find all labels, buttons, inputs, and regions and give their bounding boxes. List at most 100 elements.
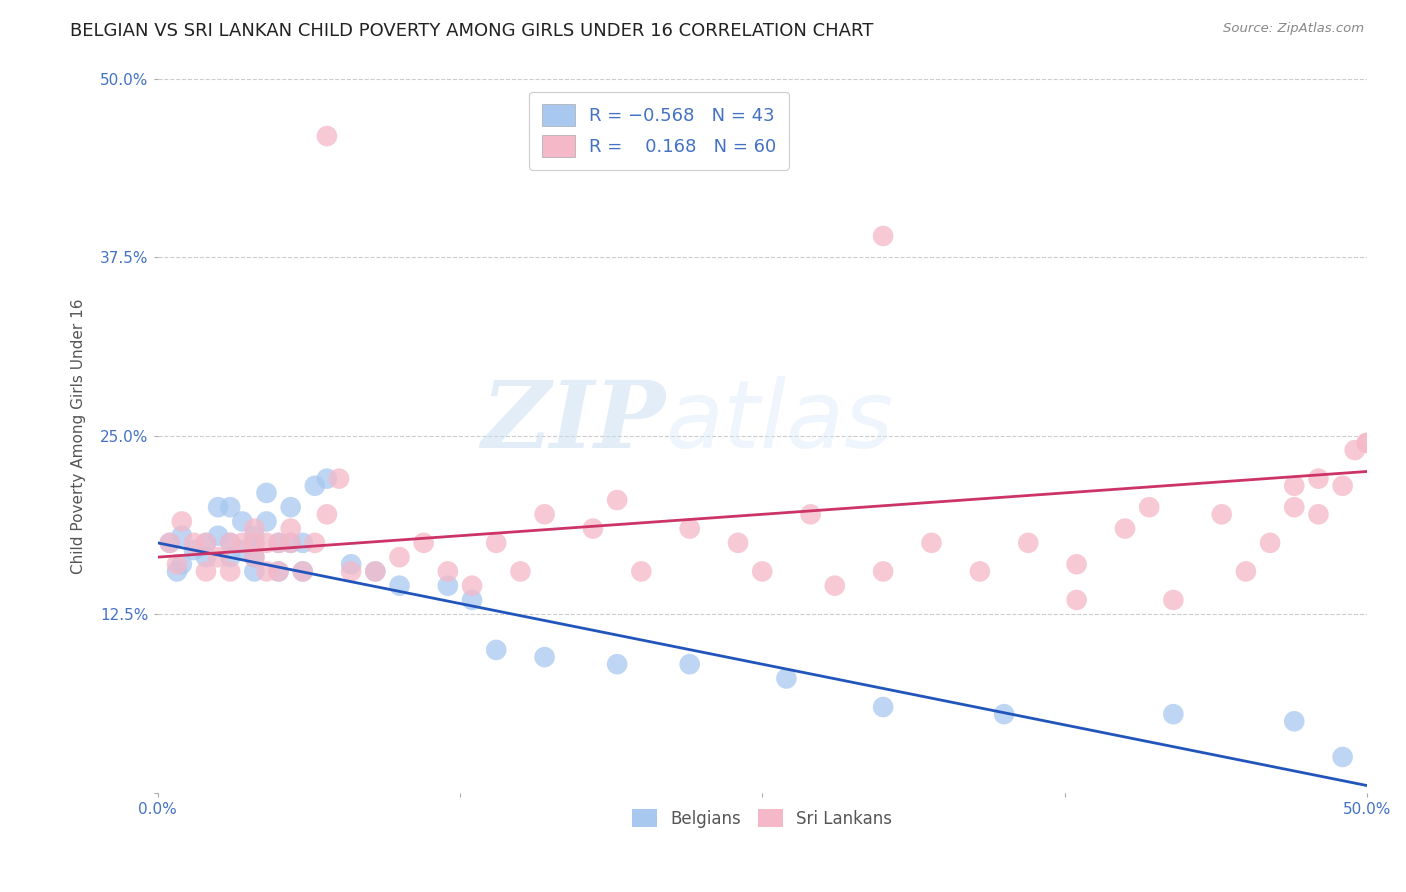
Point bbox=[679, 522, 702, 536]
Point bbox=[207, 550, 229, 565]
Point bbox=[219, 500, 242, 515]
Point bbox=[256, 565, 278, 579]
Point bbox=[243, 536, 266, 550]
Point bbox=[316, 472, 339, 486]
Point bbox=[1331, 479, 1354, 493]
Point bbox=[921, 536, 943, 550]
Point bbox=[1211, 508, 1233, 522]
Point bbox=[291, 565, 314, 579]
Point bbox=[159, 536, 181, 550]
Point bbox=[243, 529, 266, 543]
Point bbox=[231, 515, 253, 529]
Point bbox=[437, 565, 460, 579]
Point bbox=[485, 536, 508, 550]
Point bbox=[800, 508, 823, 522]
Point bbox=[388, 579, 411, 593]
Point bbox=[364, 565, 387, 579]
Point bbox=[183, 536, 205, 550]
Point bbox=[170, 529, 193, 543]
Point bbox=[1163, 593, 1185, 607]
Legend: Belgians, Sri Lankans: Belgians, Sri Lankans bbox=[626, 803, 898, 834]
Point bbox=[872, 229, 894, 244]
Point bbox=[1344, 443, 1367, 458]
Point bbox=[231, 536, 253, 550]
Point bbox=[388, 550, 411, 565]
Point bbox=[243, 550, 266, 565]
Point bbox=[219, 536, 242, 550]
Point bbox=[316, 508, 339, 522]
Point bbox=[267, 536, 290, 550]
Point bbox=[340, 558, 363, 572]
Point bbox=[195, 550, 218, 565]
Point bbox=[969, 565, 991, 579]
Point bbox=[727, 536, 749, 550]
Point bbox=[267, 565, 290, 579]
Point bbox=[1163, 707, 1185, 722]
Point bbox=[485, 643, 508, 657]
Y-axis label: Child Poverty Among Girls Under 16: Child Poverty Among Girls Under 16 bbox=[72, 298, 86, 574]
Point bbox=[207, 529, 229, 543]
Point bbox=[166, 565, 188, 579]
Point bbox=[183, 543, 205, 558]
Point bbox=[824, 579, 846, 593]
Point bbox=[606, 657, 628, 672]
Point bbox=[304, 536, 326, 550]
Point bbox=[1331, 750, 1354, 764]
Point bbox=[1234, 565, 1257, 579]
Point bbox=[256, 486, 278, 500]
Point bbox=[170, 558, 193, 572]
Point bbox=[364, 565, 387, 579]
Point bbox=[231, 543, 253, 558]
Point bbox=[1258, 536, 1281, 550]
Point bbox=[1308, 508, 1330, 522]
Point bbox=[1137, 500, 1160, 515]
Text: ZIP: ZIP bbox=[481, 376, 665, 467]
Text: Source: ZipAtlas.com: Source: ZipAtlas.com bbox=[1223, 22, 1364, 36]
Point bbox=[1284, 500, 1306, 515]
Point bbox=[316, 129, 339, 144]
Point bbox=[304, 479, 326, 493]
Point bbox=[509, 565, 531, 579]
Point bbox=[533, 508, 555, 522]
Point bbox=[243, 536, 266, 550]
Point bbox=[243, 565, 266, 579]
Point bbox=[1066, 558, 1088, 572]
Point bbox=[872, 565, 894, 579]
Point bbox=[461, 579, 484, 593]
Point bbox=[166, 558, 188, 572]
Point bbox=[256, 515, 278, 529]
Point bbox=[280, 536, 302, 550]
Point bbox=[291, 536, 314, 550]
Point bbox=[1066, 593, 1088, 607]
Point bbox=[1284, 714, 1306, 729]
Point bbox=[170, 515, 193, 529]
Point bbox=[195, 536, 218, 550]
Point bbox=[340, 565, 363, 579]
Point bbox=[533, 650, 555, 665]
Point bbox=[328, 472, 350, 486]
Point bbox=[280, 536, 302, 550]
Point bbox=[256, 536, 278, 550]
Point bbox=[1355, 436, 1378, 450]
Point bbox=[280, 500, 302, 515]
Point bbox=[219, 565, 242, 579]
Point bbox=[243, 522, 266, 536]
Point bbox=[606, 493, 628, 508]
Text: atlas: atlas bbox=[665, 376, 894, 467]
Point bbox=[219, 550, 242, 565]
Point bbox=[630, 565, 652, 579]
Point bbox=[775, 672, 797, 686]
Text: BELGIAN VS SRI LANKAN CHILD POVERTY AMONG GIRLS UNDER 16 CORRELATION CHART: BELGIAN VS SRI LANKAN CHILD POVERTY AMON… bbox=[70, 22, 873, 40]
Point bbox=[679, 657, 702, 672]
Point bbox=[582, 522, 605, 536]
Point bbox=[1355, 436, 1378, 450]
Point bbox=[291, 565, 314, 579]
Point bbox=[1284, 479, 1306, 493]
Point bbox=[159, 536, 181, 550]
Point bbox=[207, 500, 229, 515]
Point bbox=[243, 550, 266, 565]
Point bbox=[412, 536, 434, 550]
Point bbox=[267, 565, 290, 579]
Point bbox=[1114, 522, 1136, 536]
Point bbox=[993, 707, 1015, 722]
